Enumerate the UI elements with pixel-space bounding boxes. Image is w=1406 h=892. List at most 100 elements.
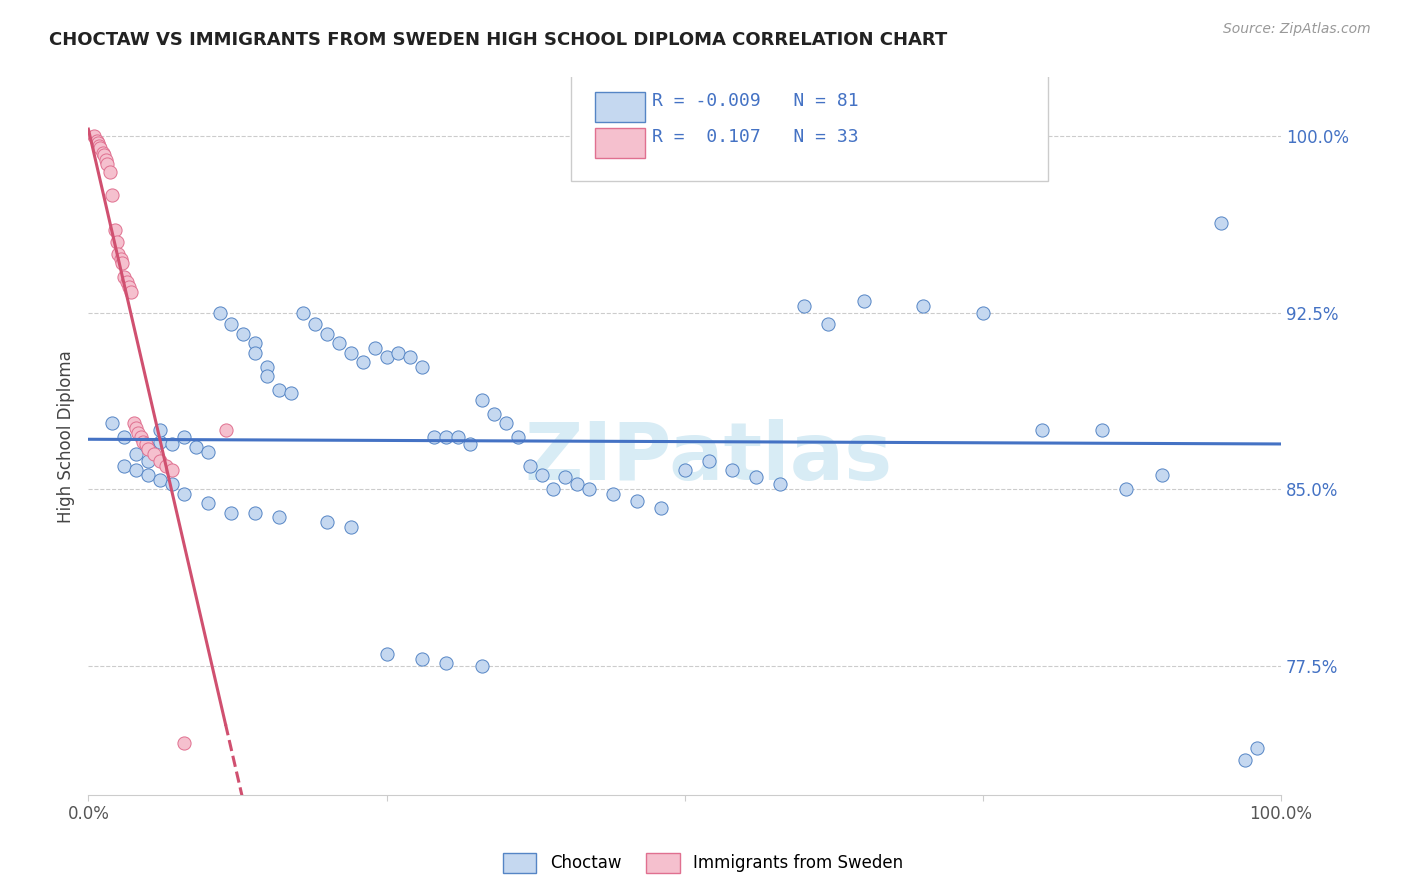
Point — [245, 345, 267, 359]
Point — [112, 430, 135, 444]
Point — [245, 506, 267, 520]
Point — [447, 430, 470, 444]
Point — [112, 270, 135, 285]
Point — [83, 129, 105, 144]
Point — [149, 435, 172, 450]
Point — [471, 392, 494, 407]
Point — [352, 355, 374, 369]
Point — [375, 351, 398, 365]
Point — [87, 138, 110, 153]
Point — [184, 440, 207, 454]
Point — [292, 306, 315, 320]
Point — [423, 430, 446, 444]
Point — [434, 657, 457, 671]
Point — [149, 423, 172, 437]
Point — [793, 299, 815, 313]
Point — [127, 425, 149, 440]
Point — [519, 458, 541, 473]
Point — [135, 437, 157, 451]
Text: CHOCTAW VS IMMIGRANTS FROM SWEDEN HIGH SCHOOL DIPLOMA CORRELATION CHART: CHOCTAW VS IMMIGRANTS FROM SWEDEN HIGH S… — [49, 31, 948, 49]
Point — [506, 430, 529, 444]
Point — [129, 430, 152, 444]
Point — [471, 658, 494, 673]
Point — [495, 417, 517, 431]
Point — [256, 359, 278, 374]
FancyBboxPatch shape — [595, 128, 645, 158]
Point — [89, 141, 111, 155]
Point — [101, 417, 124, 431]
Point — [328, 336, 350, 351]
Point — [1031, 423, 1053, 437]
Point — [197, 496, 219, 510]
Point — [411, 651, 433, 665]
Point — [1150, 468, 1173, 483]
Point — [852, 293, 875, 308]
Point — [650, 501, 672, 516]
Point — [399, 351, 422, 365]
Point — [482, 407, 505, 421]
Point — [86, 134, 108, 148]
Point — [972, 306, 994, 320]
Point — [221, 506, 243, 520]
Point — [817, 318, 839, 332]
Point — [1246, 741, 1268, 756]
Point — [173, 430, 195, 444]
Point — [721, 463, 744, 477]
Point — [91, 145, 114, 160]
Point — [543, 482, 565, 496]
Point — [256, 369, 278, 384]
Legend: Choctaw, Immigrants from Sweden: Choctaw, Immigrants from Sweden — [496, 847, 910, 880]
Point — [136, 454, 159, 468]
Point — [745, 470, 768, 484]
Point — [122, 417, 145, 431]
Point — [160, 437, 183, 451]
Point — [105, 235, 128, 249]
Point — [269, 510, 291, 524]
Point — [125, 463, 148, 477]
Point — [110, 252, 132, 266]
Point — [387, 345, 409, 359]
Point — [554, 470, 576, 484]
Point — [111, 256, 134, 270]
Point — [339, 520, 361, 534]
Point — [269, 384, 291, 398]
Point — [315, 326, 337, 341]
Point — [118, 280, 141, 294]
FancyBboxPatch shape — [571, 74, 1049, 181]
Point — [530, 468, 553, 483]
Point — [1211, 216, 1233, 230]
Point — [458, 437, 481, 451]
Point — [197, 444, 219, 458]
Point — [173, 487, 195, 501]
Point — [578, 482, 600, 496]
Point — [1234, 753, 1257, 767]
Point — [1115, 482, 1137, 496]
Point — [136, 442, 159, 457]
Point — [115, 275, 138, 289]
Point — [363, 341, 385, 355]
Point — [136, 440, 159, 454]
Point — [245, 336, 267, 351]
Text: ZIPatlas: ZIPatlas — [524, 418, 893, 497]
Point — [232, 326, 254, 341]
Point — [339, 345, 361, 359]
Point — [112, 458, 135, 473]
Point — [411, 359, 433, 374]
Y-axis label: High School Diploma: High School Diploma — [58, 350, 75, 523]
Point — [304, 318, 326, 332]
Point — [104, 223, 127, 237]
Point — [769, 477, 792, 491]
Point — [673, 463, 696, 477]
Point — [136, 468, 159, 483]
Point — [101, 188, 124, 202]
Point — [125, 447, 148, 461]
Point — [912, 299, 935, 313]
Point — [1091, 423, 1114, 437]
Text: Source: ZipAtlas.com: Source: ZipAtlas.com — [1223, 22, 1371, 37]
Point — [697, 454, 720, 468]
Point — [107, 247, 129, 261]
Point — [214, 423, 236, 437]
Point — [208, 306, 231, 320]
Point — [132, 435, 155, 450]
Point — [125, 421, 148, 435]
